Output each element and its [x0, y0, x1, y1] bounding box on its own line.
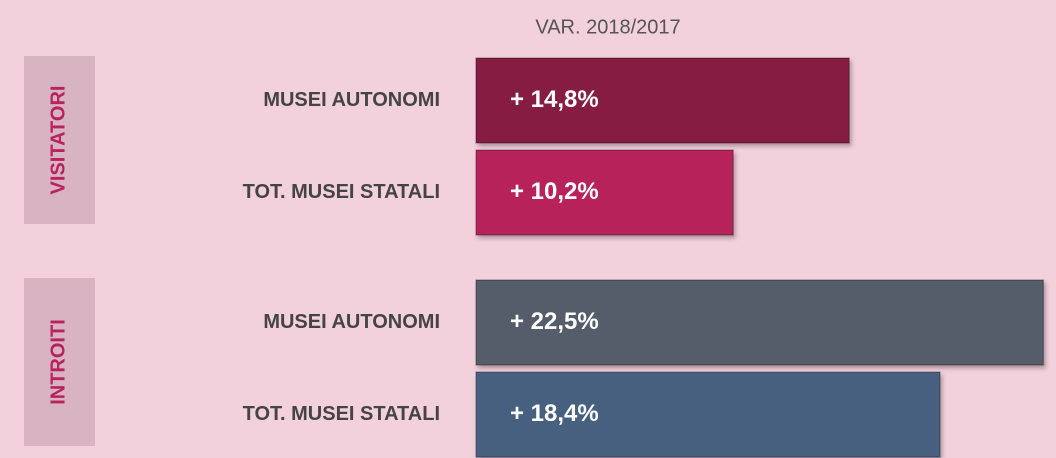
bar [475, 371, 941, 458]
value-label: + 22,5% [510, 308, 599, 335]
group-box [24, 278, 95, 446]
category-label: MUSEI AUTONOMI [263, 311, 440, 333]
bar [475, 57, 850, 144]
group-label: INTROITI [47, 319, 69, 405]
group-box [24, 56, 95, 224]
group-label: VISITATORI [47, 86, 69, 195]
category-label: MUSEI AUTONOMI [263, 89, 440, 111]
value-label: + 18,4% [510, 400, 599, 427]
category-label: TOT. MUSEI STATALI [243, 181, 440, 203]
bar [475, 149, 734, 236]
value-label: + 14,8% [510, 86, 599, 113]
value-label: + 10,2% [510, 178, 599, 205]
category-label: TOT. MUSEI STATALI [243, 403, 440, 425]
bar [475, 279, 1045, 366]
subtitle: VAR. 2018/2017 [535, 16, 680, 38]
